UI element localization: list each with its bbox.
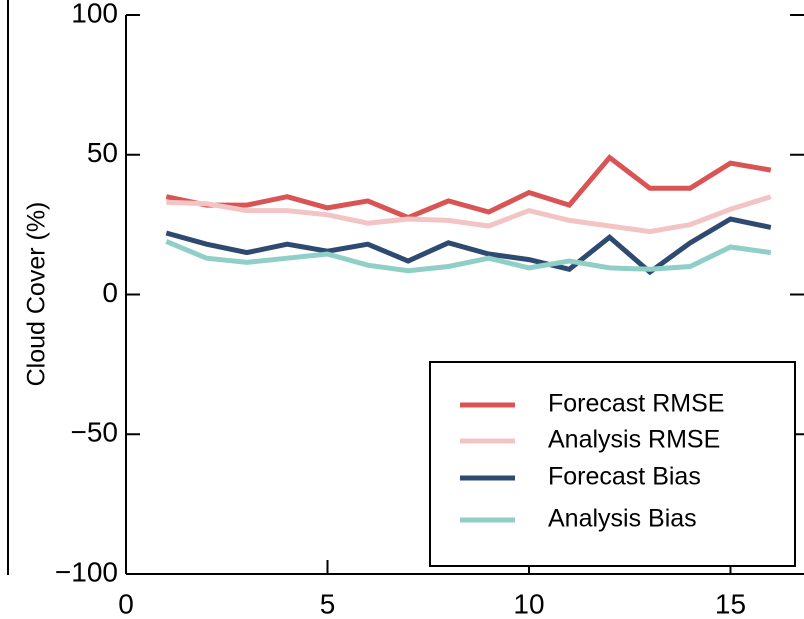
y-tick-label: 100	[71, 0, 118, 28]
y-tick-label: 50	[87, 137, 118, 168]
y-tick-label: −50	[71, 417, 119, 448]
legend-label: Forecast Bias	[548, 463, 701, 491]
legend-label: Analysis Bias	[548, 505, 697, 533]
y-tick-label: −100	[55, 556, 118, 587]
legend-label: Analysis RMSE	[548, 426, 720, 454]
series-line	[166, 194, 772, 235]
legend-label: Forecast RMSE	[548, 390, 724, 418]
x-tick-label: 10	[513, 588, 544, 619]
series-line	[165, 216, 772, 276]
series-line	[165, 154, 772, 221]
x-tick-label: 5	[320, 588, 336, 619]
legend-box	[429, 361, 796, 567]
x-tick-label: 15	[715, 588, 746, 619]
series-line	[165, 239, 772, 274]
y-tick-label: 0	[102, 277, 118, 308]
x-tick-label: 0	[118, 588, 134, 619]
y-axis-label: Cloud Cover (%)	[23, 202, 51, 387]
